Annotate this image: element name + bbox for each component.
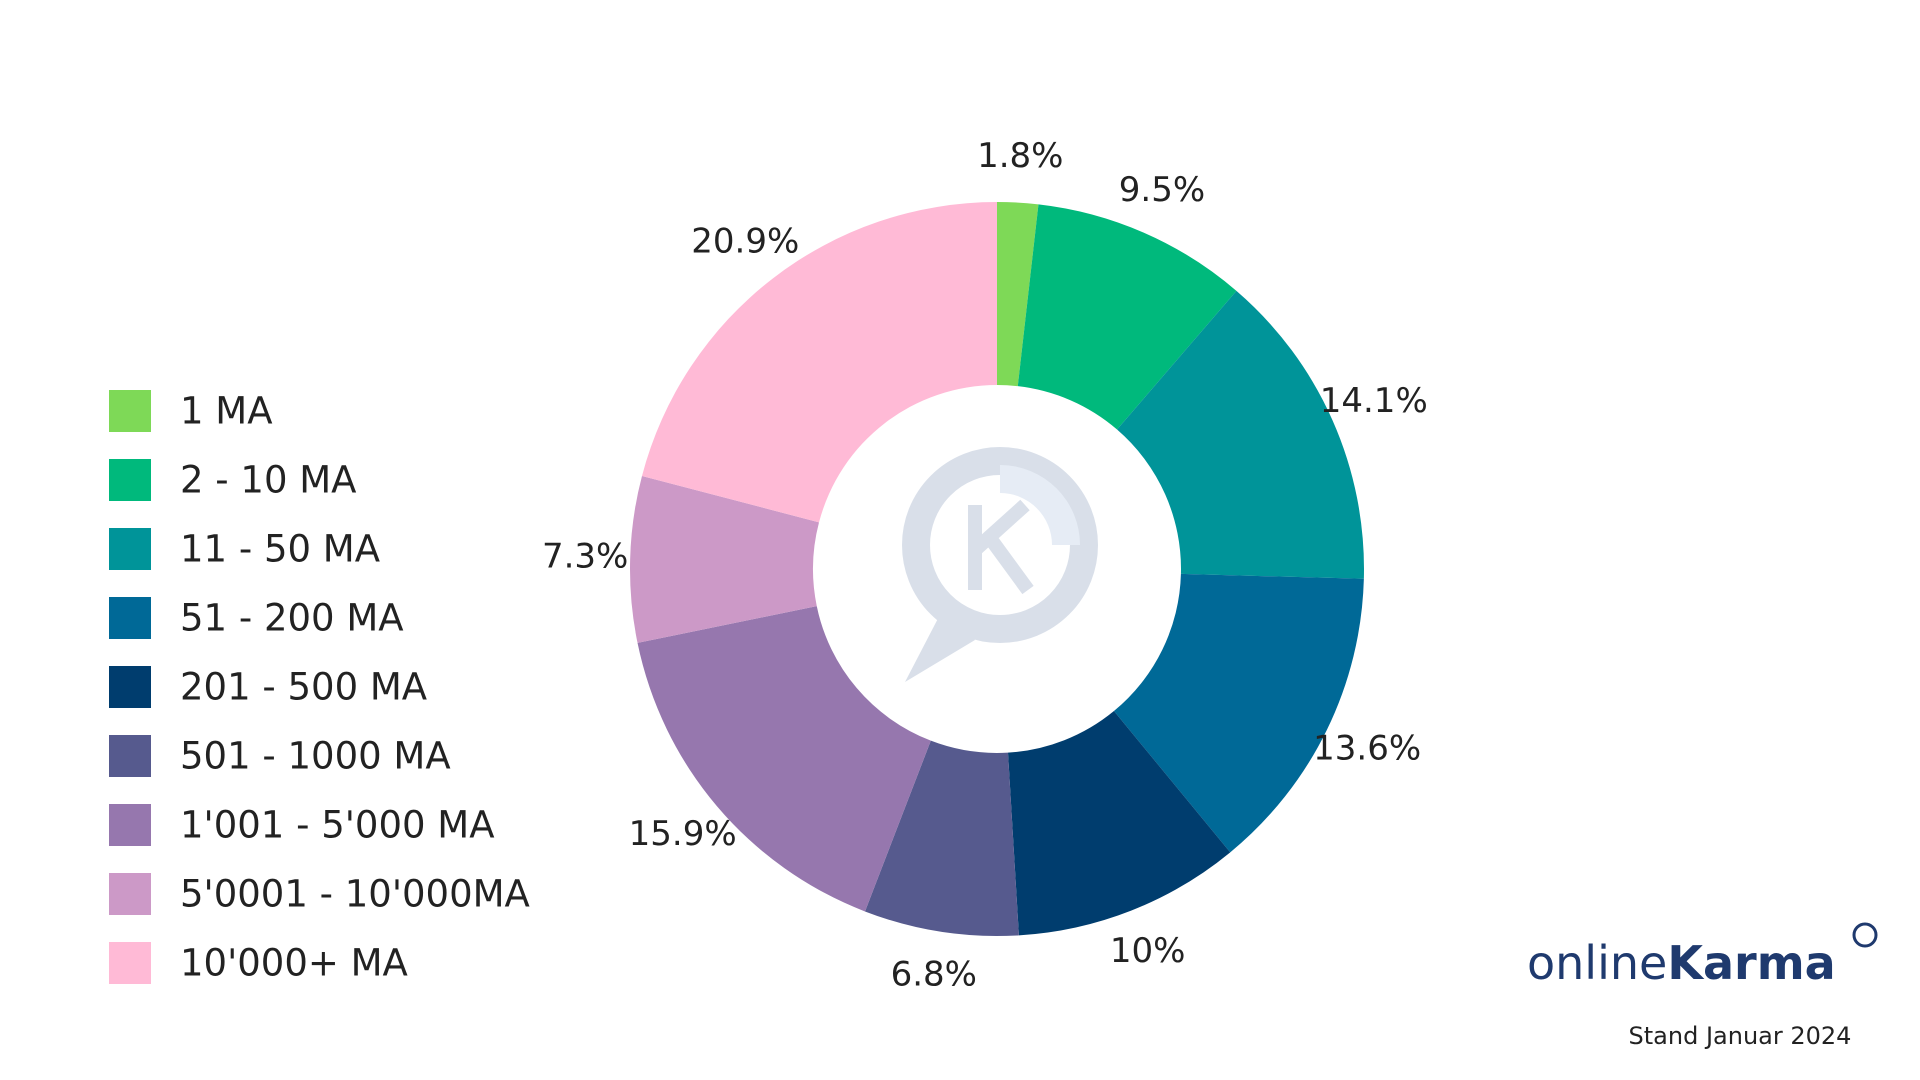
donut-segment — [1017, 204, 1237, 430]
legend-label: 1'001 - 5'000 MA — [180, 804, 495, 847]
icon-ring — [902, 447, 1098, 643]
legend-label: 2 - 10 MA — [180, 459, 357, 502]
legend-label: 11 - 50 MA — [180, 528, 380, 571]
legend-swatch — [109, 873, 151, 915]
donut-segment — [637, 606, 931, 912]
logo-part: online — [1527, 936, 1667, 990]
data-label: 14.1% — [1320, 381, 1428, 421]
data-label: 9.5% — [1119, 170, 1205, 210]
donut-segment — [641, 202, 997, 523]
legend-swatch — [109, 942, 151, 984]
donut — [630, 202, 1364, 936]
logo-badge — [1852, 922, 1878, 948]
legend-swatch — [109, 804, 151, 846]
icon-letter — [968, 499, 1034, 595]
legend-label: 201 - 500 MA — [180, 666, 427, 709]
logo-part: Karma — [1667, 936, 1835, 990]
donut-segment — [1113, 573, 1364, 853]
donut-segment — [1007, 711, 1231, 936]
center-icon — [902, 447, 1098, 682]
data-label: 13.6% — [1313, 728, 1421, 768]
icon-quarter — [1000, 465, 1080, 545]
legend-label: 51 - 200 MA — [180, 597, 404, 640]
legend-swatch — [109, 597, 151, 639]
data-label: 1.8% — [977, 136, 1063, 176]
legend-label: 5'0001 - 10'000MA — [180, 873, 530, 916]
icon-tail — [905, 605, 975, 682]
legend-label: 10'000+ MA — [180, 942, 408, 985]
footnote: Stand Januar 2024 — [1629, 1022, 1852, 1050]
data-label: 7.3% — [542, 536, 628, 576]
data-label: 10% — [1110, 931, 1186, 971]
donut-segment — [630, 475, 820, 643]
legend-swatch — [109, 459, 151, 501]
logo: onlineKarma — [1527, 936, 1836, 990]
legend-swatch — [109, 390, 151, 432]
data-label: 6.8% — [891, 955, 977, 995]
data-label: 20.9% — [691, 221, 799, 261]
legend-label: 501 - 1000 MA — [180, 735, 451, 778]
donut-segment — [997, 202, 1039, 387]
donut-segment — [864, 740, 1019, 936]
legend-label: 1 MA — [180, 390, 273, 433]
legend-swatch — [109, 735, 151, 777]
legend-swatch — [109, 666, 151, 708]
data-label: 15.9% — [629, 814, 737, 854]
donut-segment — [1117, 290, 1364, 579]
legend-swatch — [109, 528, 151, 570]
